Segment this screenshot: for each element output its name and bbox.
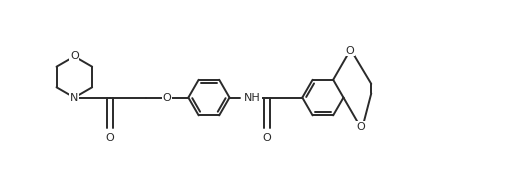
Text: O: O: [263, 133, 271, 143]
Text: NH: NH: [244, 93, 261, 103]
Text: N: N: [70, 93, 79, 103]
Text: O: O: [70, 51, 79, 61]
Text: O: O: [162, 93, 171, 103]
Text: O: O: [106, 133, 114, 143]
Text: O: O: [356, 122, 365, 132]
Text: O: O: [346, 46, 355, 56]
